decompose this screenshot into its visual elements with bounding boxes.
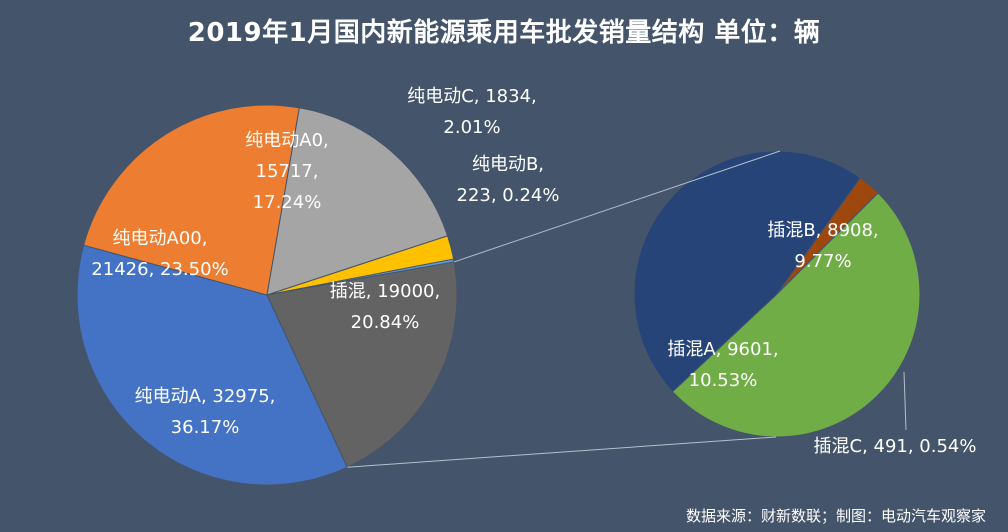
connector-line-bottom — [347, 436, 777, 468]
data-label-phev-a: 插混A, 9601, 10.53% — [667, 339, 778, 391]
data-label-a0: 纯电动A0, 15717, 17.24% — [245, 130, 329, 213]
source-note: 数据来源：财新数联；制图：电动汽车观察家 — [685, 507, 986, 525]
connector-line-top — [453, 150, 781, 263]
secondary-pie-slice-a — [671, 192, 921, 438]
data-label-c: 纯电动C, 1834, 2.01% — [407, 86, 537, 138]
data-label-a: 纯电动A, 32975, 36.17% — [135, 386, 276, 438]
data-label-phev-c: 插混C, 491, 0.54% — [814, 436, 977, 457]
data-label-phev: 插混, 19000, 20.84% — [330, 281, 440, 333]
leader-line-phev-c — [903, 371, 907, 431]
pie-slice-phev — [266, 261, 458, 468]
pie-slice-a0 — [266, 107, 449, 296]
pie-slice-a — [76, 244, 348, 486]
data-label-b: 纯电动B, 223, 0.24% — [457, 154, 560, 206]
chart-title: 2019年1月国内新能源乘用车批发销量结构 单位：辆 — [187, 18, 821, 48]
secondary-pie-slice-c — [776, 177, 879, 295]
data-label-phev-b: 插混B, 8908, 9.77% — [767, 220, 878, 272]
pie-slice-a00 — [83, 104, 300, 296]
secondary-pie-slice-b — [633, 150, 862, 393]
data-label-a00: 纯电动A00, 21426, 23.50% — [91, 228, 228, 280]
